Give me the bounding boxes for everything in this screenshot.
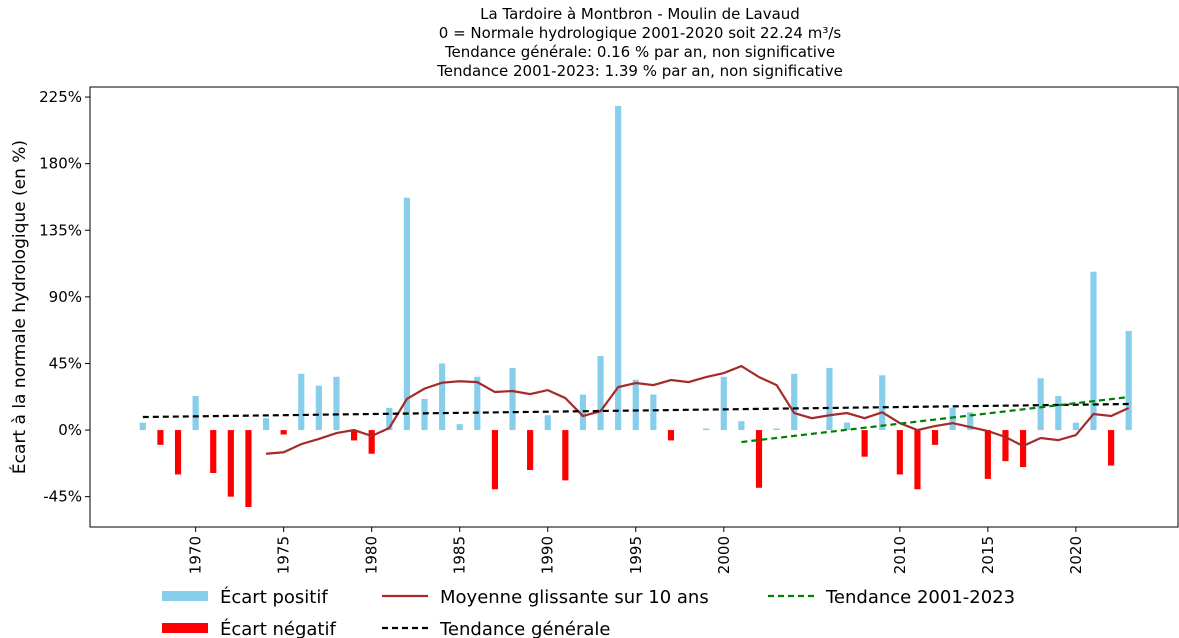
chart-subtitle: Tendance générale: 0.16 % par an, non si…: [444, 43, 835, 61]
line: [265, 364, 1130, 455]
line: [142, 402, 1129, 419]
bar: [1002, 430, 1009, 462]
bar: [1055, 396, 1062, 431]
bar: [210, 430, 217, 473]
x-tick-label: 2010: [891, 536, 909, 574]
bar: [1019, 430, 1027, 468]
bar: [861, 430, 868, 457]
bar: [914, 430, 921, 490]
bar: [967, 412, 974, 431]
y-tick-label: 90%: [49, 288, 82, 306]
y-tick-label: 135%: [39, 221, 82, 239]
legend-label: Moyenne glissante sur 10 ans: [440, 587, 709, 608]
y-tick-label: 180%: [39, 155, 82, 173]
bar: [791, 373, 798, 431]
plot-frame: [89, 86, 1179, 528]
legend-swatch: [162, 591, 208, 601]
bar: [474, 376, 481, 431]
bar: [949, 407, 956, 431]
legend-label: Écart négatif: [220, 618, 336, 638]
bar: [1090, 271, 1097, 431]
bar: [403, 197, 410, 431]
legend-label: Écart positif: [220, 586, 328, 608]
y-tick-label: 0%: [58, 421, 82, 439]
bar: [527, 430, 534, 471]
x-tick-label: 1990: [539, 536, 557, 574]
y-tick-label: 225%: [39, 88, 82, 106]
bar: [738, 421, 745, 431]
bar: [157, 430, 164, 445]
bar: [227, 430, 234, 497]
bar: [245, 430, 252, 508]
x-tick-label: 1975: [275, 536, 293, 574]
x-tick-label: 2020: [1067, 536, 1085, 574]
bar: [1125, 330, 1132, 431]
y-axis-label: Écart à la normale hydrologique (en %): [8, 140, 30, 474]
bar: [597, 356, 604, 431]
bar: [562, 430, 569, 481]
bar: [615, 105, 622, 431]
bar: [262, 418, 270, 431]
x-tick-label: 2000: [715, 536, 733, 574]
x-tick-label: 2015: [979, 536, 997, 574]
bar: [386, 407, 393, 431]
bar: [315, 385, 322, 431]
bar: [139, 422, 146, 431]
y-tick-label: 45%: [49, 354, 82, 372]
bar: [667, 430, 675, 441]
chart-subtitle: Tendance 2001-2023: 1.39 % par an, non s…: [436, 62, 843, 80]
bar: [879, 375, 886, 431]
chart-title: La Tardoire à Montbron - Moulin de Lavau…: [480, 5, 800, 23]
x-tick-label: 1970: [187, 536, 205, 574]
bar: [720, 376, 727, 431]
bar: [931, 430, 939, 445]
x-tick-label: 1995: [627, 536, 645, 574]
bar: [843, 422, 851, 431]
bar: [896, 430, 903, 475]
bar: [421, 398, 428, 431]
bar: [174, 430, 182, 475]
legend-label: Tendance 2001-2023: [825, 587, 1015, 608]
bar: [439, 363, 446, 431]
bar: [491, 430, 498, 490]
x-tick-label: 1980: [363, 536, 381, 574]
bar: [280, 430, 287, 435]
y-tick-label: -45%: [43, 488, 82, 506]
bar: [650, 394, 657, 431]
bar: [703, 428, 710, 431]
bar: [755, 430, 763, 488]
bar: [333, 376, 340, 431]
bar: [350, 430, 358, 441]
line: [741, 395, 1129, 444]
bar: [456, 424, 463, 431]
x-tick-label: 1985: [451, 536, 469, 574]
bar: [826, 367, 833, 431]
bar: [1108, 430, 1115, 466]
chart-subtitle: 0 = Normale hydrologique 2001-2020 soit …: [439, 24, 842, 42]
bar: [368, 430, 375, 454]
bar: [984, 430, 991, 479]
bar: [298, 373, 305, 431]
bar: [1072, 422, 1079, 431]
legend-swatch: [162, 623, 208, 633]
bar: [509, 367, 516, 431]
bar: [1037, 378, 1044, 431]
bar: [192, 396, 199, 431]
bar: [632, 379, 639, 431]
bar: [544, 415, 551, 431]
legend-label: Tendance générale: [439, 619, 610, 638]
bar: [773, 428, 780, 431]
